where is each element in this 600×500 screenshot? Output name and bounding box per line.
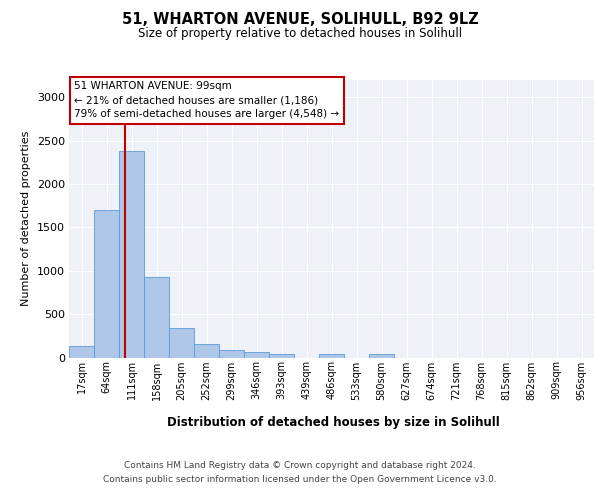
Text: Contains public sector information licensed under the Open Government Licence v3: Contains public sector information licen… bbox=[103, 476, 497, 484]
Bar bbox=[169, 328, 194, 358]
Text: Distribution of detached houses by size in Solihull: Distribution of detached houses by size … bbox=[167, 416, 499, 429]
Bar bbox=[244, 352, 269, 358]
Bar bbox=[269, 354, 294, 358]
Bar bbox=[144, 277, 169, 357]
Bar bbox=[69, 346, 94, 358]
Bar bbox=[94, 210, 119, 358]
Text: Size of property relative to detached houses in Solihull: Size of property relative to detached ho… bbox=[138, 28, 462, 40]
Bar bbox=[319, 354, 344, 358]
Y-axis label: Number of detached properties: Number of detached properties bbox=[21, 131, 31, 306]
Bar bbox=[119, 151, 144, 358]
Bar bbox=[219, 350, 244, 358]
Text: Contains HM Land Registry data © Crown copyright and database right 2024.: Contains HM Land Registry data © Crown c… bbox=[124, 462, 476, 470]
Bar bbox=[194, 344, 219, 358]
Bar bbox=[369, 354, 394, 358]
Text: 51, WHARTON AVENUE, SOLIHULL, B92 9LZ: 51, WHARTON AVENUE, SOLIHULL, B92 9LZ bbox=[122, 12, 478, 28]
Text: 51 WHARTON AVENUE: 99sqm
← 21% of detached houses are smaller (1,186)
79% of sem: 51 WHARTON AVENUE: 99sqm ← 21% of detach… bbox=[74, 82, 340, 120]
